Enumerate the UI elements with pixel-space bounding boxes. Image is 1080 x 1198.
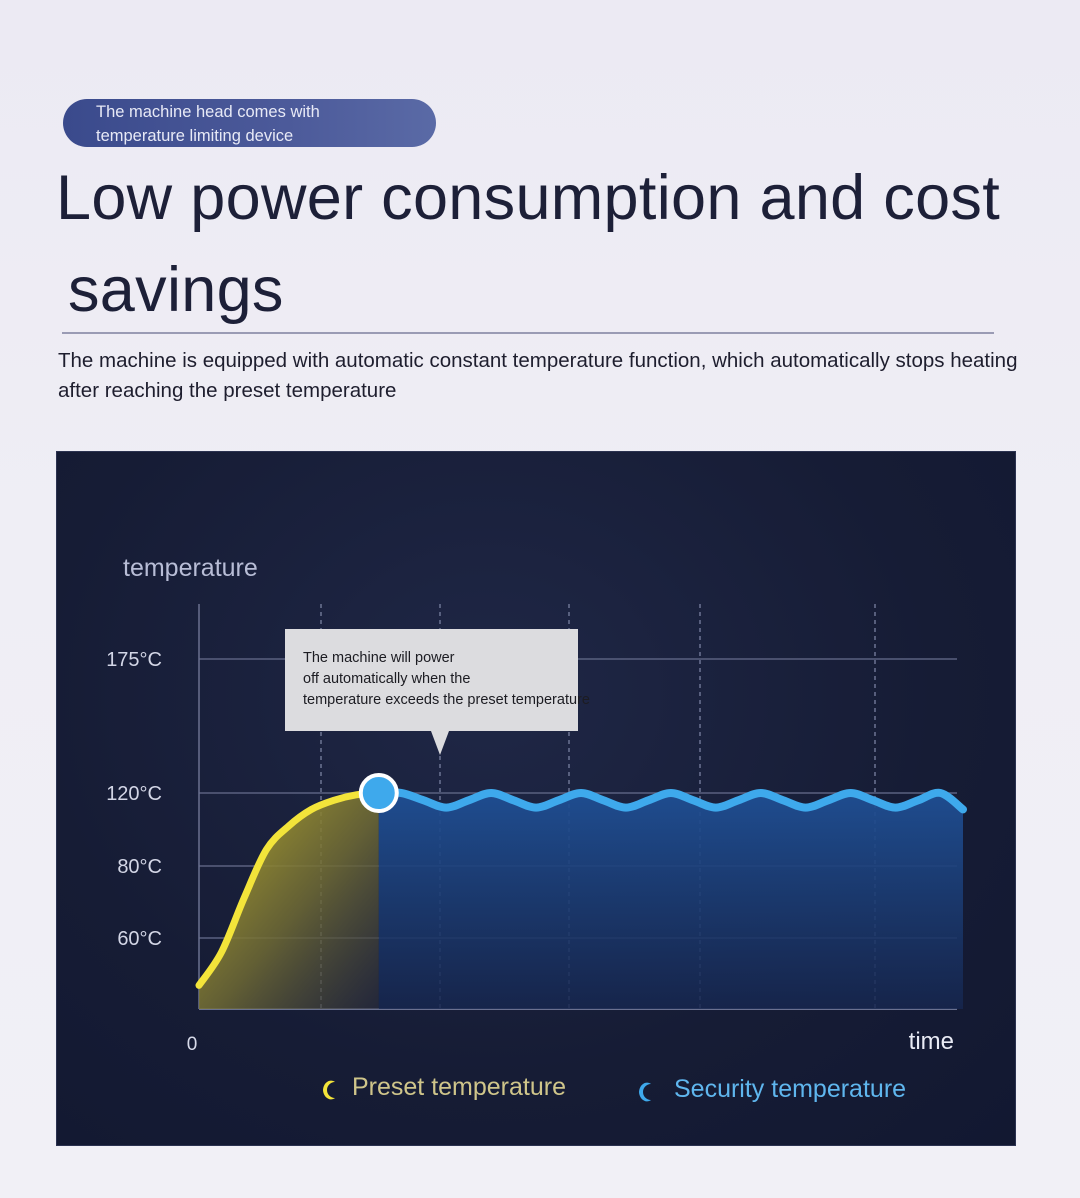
legend-swatch-preset bbox=[323, 1080, 335, 1100]
area-preset bbox=[199, 793, 379, 1009]
feature-badge-line2: temperature limiting device bbox=[96, 127, 294, 145]
series-areas bbox=[199, 792, 963, 1009]
annotation-pointer bbox=[431, 731, 449, 755]
series-lines bbox=[195, 788, 967, 989]
legend-item-security: Security temperature bbox=[639, 1075, 906, 1103]
legend-label-security: Security temperature bbox=[674, 1075, 906, 1103]
line-preset bbox=[195, 789, 383, 989]
description-text: The machine is equipped with automatic c… bbox=[58, 349, 1018, 402]
y-axis-label: temperature bbox=[123, 554, 258, 582]
line-security bbox=[374, 788, 967, 814]
legend-swatch-security bbox=[639, 1082, 651, 1102]
temperature-chart-panel: temperature 175°C 120°C 80°C 60°C 0 time Th… bbox=[56, 451, 1016, 1146]
area-security bbox=[378, 792, 963, 1009]
page-title-line2: savings bbox=[68, 255, 284, 325]
page-title-line1: Low power consumption and cost bbox=[56, 163, 1001, 233]
legend-label-preset: Preset temperature bbox=[352, 1073, 566, 1101]
x-axis-label: time bbox=[909, 1028, 954, 1055]
annotation-box bbox=[285, 629, 578, 731]
y-tick-label: 120°C bbox=[106, 783, 162, 805]
feature-badge-line1: The machine head comes with bbox=[96, 103, 320, 121]
y-tick-label: 80°C bbox=[117, 856, 162, 878]
page-title: Low power consumption and cost savings bbox=[56, 152, 1046, 336]
temperature-chart: temperature 175°C 120°C 80°C 60°C 0 time Th… bbox=[106, 554, 967, 1103]
title-divider bbox=[62, 332, 994, 334]
y-tick-label: 60°C bbox=[117, 928, 162, 950]
preset-point-marker bbox=[358, 773, 399, 813]
feature-badge: The machine head comes with temperature … bbox=[63, 99, 436, 147]
legend-item-preset: Preset temperature bbox=[323, 1073, 566, 1101]
y-tick-labels: 175°C 120°C 80°C 60°C bbox=[106, 649, 162, 950]
y-tick-label: 175°C bbox=[106, 649, 162, 671]
annotation-text: The machine will power off automatically … bbox=[303, 650, 590, 708]
legend: Preset temperature Security temperature bbox=[323, 1073, 906, 1103]
x-origin-label: 0 bbox=[187, 1034, 198, 1055]
annotation-callout: The machine will power off automatically … bbox=[285, 629, 590, 755]
